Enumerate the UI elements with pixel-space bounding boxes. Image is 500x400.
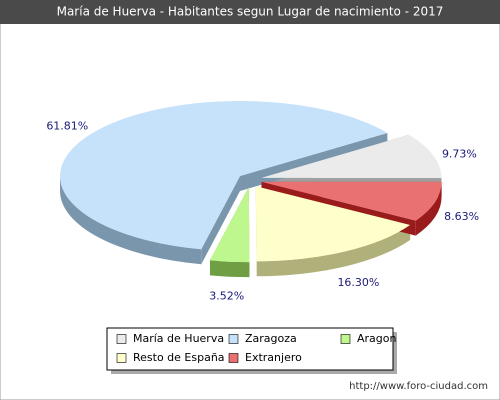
- value-label: 3.52%: [209, 290, 244, 303]
- value-label: 9.73%: [442, 147, 477, 160]
- source: http://www.foro-ciudad.com: [349, 381, 488, 392]
- legend-label: María de Huerva: [133, 332, 224, 345]
- legend-marker: [228, 334, 239, 344]
- slice-edge: [201, 176, 241, 265]
- value-label: 16.30%: [337, 276, 379, 289]
- slice-side: [60, 176, 202, 265]
- legend-marker: [228, 353, 239, 363]
- slice-side: [209, 260, 250, 278]
- legend-label: Aragon: [357, 332, 397, 345]
- value-label: 8.63%: [444, 210, 479, 223]
- legend-label: Zaragoza: [245, 332, 297, 345]
- slice-side: [415, 181, 442, 236]
- title-bar: [0, 0, 500, 24]
- legend-marker: [340, 334, 351, 344]
- legend-label: Extranjero: [245, 351, 302, 364]
- legend-marker: [116, 334, 127, 344]
- slice: [261, 134, 442, 178]
- slice: [261, 181, 442, 221]
- chart-title: María de Huerva - Habitantes segun Lugar…: [57, 5, 444, 19]
- slice: [209, 187, 250, 263]
- slice: [255, 186, 411, 262]
- legend-marker: [116, 353, 127, 363]
- legend-label: Resto de España: [133, 351, 225, 364]
- slice-side: [256, 224, 411, 277]
- slice: [60, 101, 388, 250]
- value-label: 61.81%: [46, 120, 88, 133]
- slice-edge: [255, 186, 257, 277]
